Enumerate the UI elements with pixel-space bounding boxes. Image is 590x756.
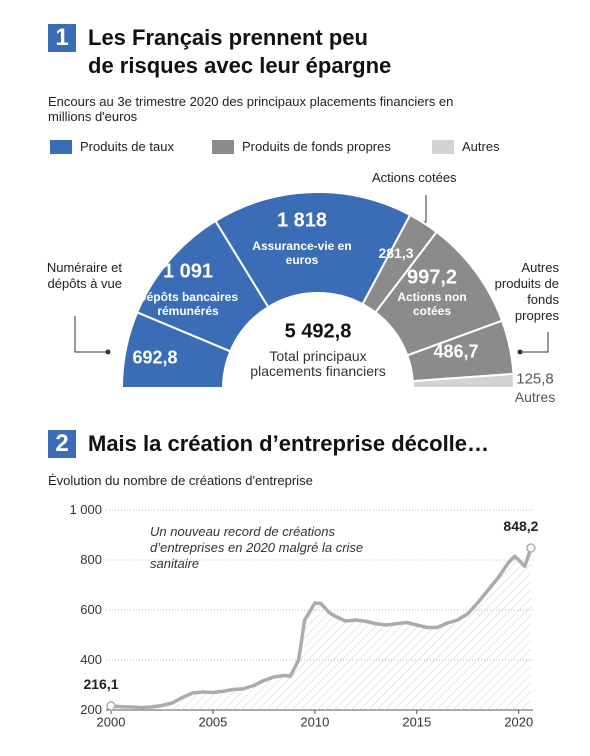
y-tick-label: 200 xyxy=(80,702,102,717)
x-tick-label: 2010 xyxy=(300,714,330,730)
value-label: 216,1 xyxy=(83,675,119,692)
slice-label: Autres xyxy=(514,389,556,405)
value-label: 997,2 xyxy=(406,266,458,289)
x-tick-label: 2020 xyxy=(504,714,534,730)
value-label: 1 091 xyxy=(162,260,214,283)
value-label: 281,3 xyxy=(378,245,414,261)
leader-line xyxy=(520,332,549,353)
value-label: 1 818 xyxy=(276,209,328,232)
legend-swatch xyxy=(212,140,234,154)
point xyxy=(106,701,116,711)
subtitle: Encours au 3e trimestre 2020 des princip… xyxy=(48,94,454,124)
x-tick-label: 2005 xyxy=(198,714,228,730)
leader-line xyxy=(74,316,108,353)
legend-swatch xyxy=(50,140,72,154)
leader-dot xyxy=(105,349,111,355)
chart-title: Mais la création d’entreprise décolle… xyxy=(88,431,490,456)
total-value: 5 492,8 xyxy=(284,320,352,343)
line xyxy=(110,547,533,710)
annotation: Un nouveau record de créations d’entrepr… xyxy=(150,524,364,571)
slice-label: Autres produits de fonds propres xyxy=(494,260,559,323)
subtitle: Évolution du nombre de créations d'entre… xyxy=(48,473,313,488)
badge: 2 xyxy=(48,430,76,458)
value-label: 848,2 xyxy=(503,517,539,534)
leader-line xyxy=(418,195,427,223)
chart-title: Les Français prennent peu de risques ave… xyxy=(88,25,392,78)
total-text: Total principaux placements financiers xyxy=(250,348,386,379)
y-tick-label: 1 000 xyxy=(69,502,102,517)
y-tick-label: 400 xyxy=(80,652,102,667)
slice-label: Assurance-vie en euros xyxy=(252,239,352,267)
slice-label: Dépôts bancaires rémunérés xyxy=(137,290,239,318)
slice-label: Actions non cotées xyxy=(397,290,467,318)
legend-label: Produits de fonds propres xyxy=(242,139,391,154)
slice-label: Actions cotées xyxy=(372,170,457,185)
slice xyxy=(411,372,516,389)
x-tick-label: 2015 xyxy=(402,714,432,730)
value-label: 486,7 xyxy=(433,341,479,362)
slice-label: Numéraire et dépôts à vue xyxy=(46,260,122,291)
y-tick-label: 800 xyxy=(80,552,102,567)
legend-label: Autres xyxy=(462,139,500,154)
value-label: 125,8 xyxy=(516,370,554,388)
y-tick-label: 600 xyxy=(80,602,102,617)
area xyxy=(111,547,531,710)
legend-label: Produits de taux xyxy=(80,139,174,154)
legend-swatch xyxy=(432,140,454,154)
slice xyxy=(214,191,412,309)
badge: 1 xyxy=(48,24,76,52)
value-label: 692,8 xyxy=(132,347,178,368)
leader-dot xyxy=(517,349,523,355)
point xyxy=(526,543,536,553)
x-tick-label: 2000 xyxy=(96,714,126,730)
